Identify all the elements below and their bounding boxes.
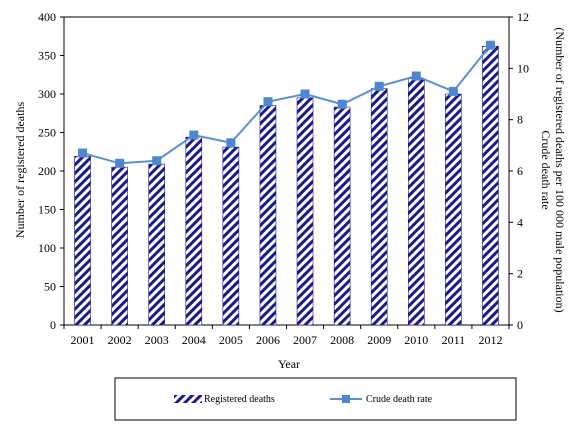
- point-crude-death-rate: [485, 40, 495, 50]
- x-tick-label: 2011: [442, 333, 466, 347]
- x-axis-title: Year: [278, 357, 300, 371]
- left-tick-label: 300: [38, 87, 56, 101]
- right-tick-label: 4: [517, 215, 523, 229]
- point-crude-death-rate: [189, 130, 199, 140]
- point-crude-death-rate: [115, 158, 125, 168]
- bar-registered-deaths: [185, 136, 203, 326]
- legend-bar-swatch: [174, 395, 202, 403]
- legend: Registered deaths Crude death rate: [114, 377, 517, 421]
- point-crude-death-rate: [300, 89, 310, 99]
- left-tick-label: 200: [38, 164, 56, 178]
- right-tick-label: 8: [517, 113, 523, 127]
- point-crude-death-rate: [263, 97, 273, 107]
- bar-registered-deaths: [296, 97, 314, 326]
- y2-axis-title-line1: Crude death rate: [539, 130, 553, 209]
- bar-registered-deaths: [74, 156, 91, 326]
- left-tick-label: 100: [38, 241, 56, 255]
- x-tick-label: 2004: [182, 333, 206, 347]
- point-crude-death-rate: [337, 99, 347, 109]
- right-tick-label: 12: [517, 10, 529, 24]
- right-tick-label: 10: [517, 61, 529, 75]
- x-tick-label: 2007: [293, 333, 317, 347]
- x-tick-label: 2006: [256, 333, 280, 347]
- legend-label-registered-deaths: Registered deaths: [204, 394, 275, 405]
- left-tick-label: 0: [50, 318, 56, 332]
- bar-series: [74, 45, 499, 326]
- x-axis: 2001 2002 2003 2004 2005 2006 2007 2008 2009 2010…: [63, 325, 510, 347]
- left-tick-label: 350: [38, 49, 56, 63]
- bar-registered-deaths: [445, 93, 462, 326]
- left-tick-label: 150: [38, 203, 56, 217]
- right-tick-label: 6: [517, 164, 523, 178]
- right-tick-label: 0: [517, 318, 523, 332]
- plot-area: [63, 16, 510, 326]
- line-series: [78, 40, 495, 168]
- y2-axis-title-line2: (Number of registered deaths per 100 000…: [553, 27, 567, 312]
- x-tick-label: 2012: [478, 333, 502, 347]
- x-tick-label: 2005: [219, 333, 243, 347]
- left-tick-label: 50: [44, 280, 56, 294]
- x-tick-label: 2009: [367, 333, 391, 347]
- point-crude-death-rate: [448, 86, 458, 96]
- x-tick-label: 2002: [108, 333, 132, 347]
- x-tick-label: 2010: [404, 333, 428, 347]
- x-tick-label: 2001: [71, 333, 95, 347]
- y-axis-title: Number of registered deaths: [13, 102, 27, 239]
- left-tick-label: 250: [38, 126, 56, 140]
- point-crude-death-rate: [374, 81, 384, 91]
- x-tick-label: 2003: [145, 333, 169, 347]
- point-crude-death-rate: [152, 156, 162, 166]
- bar-registered-deaths: [482, 45, 499, 326]
- legend-line-marker: [342, 395, 350, 403]
- line-crude-death-rate: [82, 44, 492, 165]
- right-axis: 0 2 4 6 8 10 12: [509, 10, 529, 332]
- point-crude-death-rate: [78, 148, 88, 158]
- point-crude-death-rate: [226, 138, 236, 148]
- plot-border: [63, 16, 510, 326]
- point-crude-death-rate: [411, 71, 421, 81]
- bar-registered-deaths: [222, 146, 240, 326]
- x-tick-label: 2008: [330, 333, 354, 347]
- bar-registered-deaths: [370, 88, 388, 326]
- bar-registered-deaths: [148, 163, 166, 326]
- left-axis: 0 50 100 150 200 250 300 350 400: [38, 10, 64, 332]
- legend-label-crude-death-rate: Crude death rate: [366, 394, 433, 405]
- bar-registered-deaths: [407, 78, 425, 326]
- bar-registered-deaths: [111, 166, 128, 326]
- right-tick-label: 2: [517, 267, 523, 281]
- bar-registered-deaths: [333, 106, 351, 326]
- left-tick-label: 400: [38, 10, 56, 24]
- bar-registered-deaths: [259, 105, 277, 326]
